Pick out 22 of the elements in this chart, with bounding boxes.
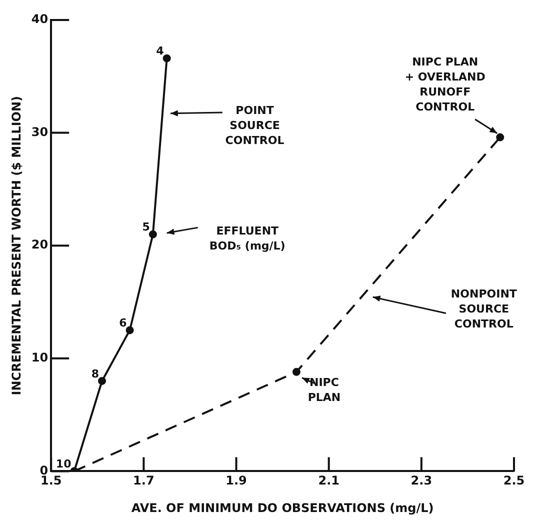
x-tick-label: 1.9 [226, 474, 247, 488]
y-axis-title: INCREMENTAL PRESENT WORTH ($ MILLION) [9, 96, 24, 396]
x-tick-label: 2.1 [318, 474, 340, 488]
x-tick-label: 1.7 [133, 474, 154, 488]
y-tick-label: 10 [31, 350, 48, 365]
annotation: NIPC PLAN + OVERLAND RUNOFF CONTROL [404, 56, 486, 114]
y-tick-label: 20 [31, 238, 48, 252]
x-tick-label: 1.5 [40, 474, 62, 488]
annotation: 10 [56, 458, 72, 471]
y-tick-label: 40 [31, 12, 48, 26]
annotation: EFFLUENT BOD₅ (mg/L) [209, 224, 286, 252]
annotation: NIPC PLAN [308, 376, 341, 404]
annotation: 8 [91, 367, 100, 380]
annotation: 6 [119, 316, 128, 330]
x-axis-title: AVE. OF MINIMUM DO OBSERVATIONS (mg/L) [131, 500, 434, 515]
x-tick-label: 2.3 [410, 474, 432, 488]
annotation: POINT SOURCE CONTROL [225, 104, 284, 148]
annotation: 5 [142, 220, 150, 234]
annotation: 4 [156, 44, 164, 58]
x-tick-label: 2.5 [503, 474, 525, 488]
y-tick-label: 30 [31, 124, 48, 139]
annotation: NONPOINT SOURCE CONTROL [450, 287, 518, 330]
